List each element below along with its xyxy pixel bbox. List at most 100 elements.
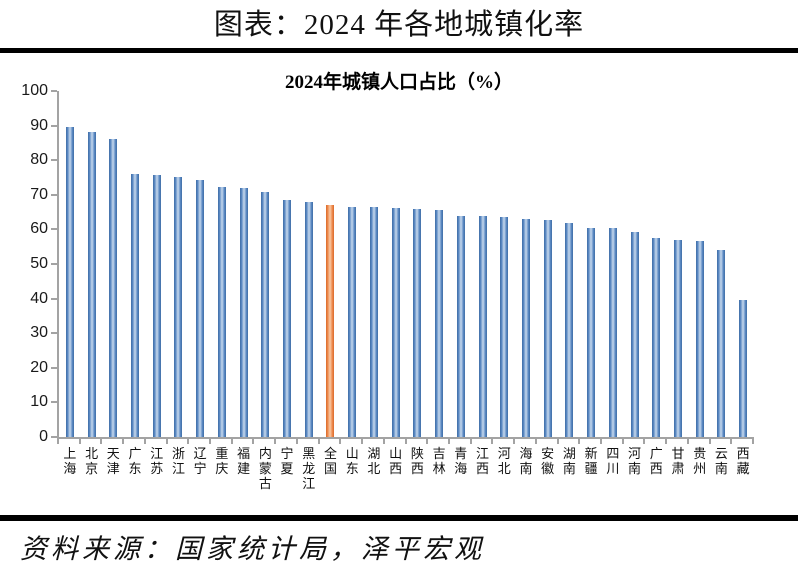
y-tick-label: 80 — [30, 151, 48, 169]
x-tick — [382, 439, 385, 444]
bar-河南 — [630, 232, 639, 437]
y-tick — [51, 90, 57, 92]
bar-slot — [472, 91, 494, 437]
x-tick-label: 云 南 — [714, 446, 728, 476]
x-tick — [57, 439, 59, 444]
bar-浙江 — [174, 176, 183, 437]
x-tick-label: 河 南 — [628, 446, 642, 476]
bar-slot — [407, 91, 429, 437]
x-tick-label: 湖 北 — [367, 446, 381, 476]
y-tick-label: 90 — [30, 116, 48, 134]
y-tick — [51, 159, 57, 162]
x-tick — [708, 439, 711, 444]
bar-陕西 — [413, 208, 422, 437]
x-tick-label: 浙 江 — [171, 446, 185, 476]
x-tick — [317, 439, 320, 444]
page-title: 图表：2024 年各地城镇化率 — [213, 9, 585, 41]
x-tick — [361, 439, 364, 444]
bar-slot — [81, 91, 103, 437]
bar-江苏 — [152, 175, 161, 437]
y-tick — [51, 332, 57, 335]
bar-福建 — [239, 188, 248, 437]
x-tick-label: 重 庆 — [215, 446, 229, 476]
x-tick-label: 江 西 — [476, 446, 490, 476]
y-tick-label: 70 — [30, 185, 48, 203]
y-tick-label: 20 — [30, 358, 48, 376]
y-tick-label: 0 — [39, 428, 48, 445]
bar-广东 — [131, 174, 140, 437]
bar-slot — [624, 91, 646, 437]
x-tick-label: 全 国 — [323, 446, 337, 476]
bar-内蒙古 — [261, 192, 270, 437]
bar-slot — [341, 91, 363, 437]
bar-slot — [298, 91, 320, 437]
bar-slot — [320, 91, 342, 437]
bar-slot — [189, 91, 211, 437]
x-tick-label: 上 海 — [63, 446, 77, 476]
y-axis-line — [57, 91, 59, 438]
x-tick — [513, 439, 516, 444]
x-tick — [187, 439, 190, 444]
y-tick-label: 50 — [30, 255, 48, 272]
x-tick — [643, 439, 646, 444]
bar-slot — [146, 91, 168, 437]
bar-湖南 — [565, 222, 574, 437]
bar-slot — [711, 91, 733, 437]
bar-广西 — [652, 237, 661, 437]
x-tick-label: 新 疆 — [584, 446, 598, 476]
bar-江西 — [478, 216, 487, 437]
bar-四川 — [608, 228, 617, 437]
y-tick — [51, 297, 57, 300]
x-tick — [621, 439, 624, 444]
bar-slot — [385, 91, 407, 437]
bar-slot — [450, 91, 472, 437]
x-tick-label: 吉 林 — [432, 446, 446, 476]
x-axis-labels: 上 海北 京天 津广 东江 苏浙 江辽 宁重 庆福 建内 蒙 古宁 夏黑 龙 江… — [59, 446, 754, 491]
x-tick — [534, 439, 537, 444]
bar-slot — [428, 91, 450, 437]
x-tick-label: 广 西 — [649, 446, 663, 476]
x-tick — [665, 439, 668, 444]
y-tick — [51, 401, 57, 404]
top-divider-line — [0, 48, 798, 53]
x-axis-line — [57, 437, 754, 439]
x-tick-label: 青 海 — [454, 446, 468, 476]
y-tick — [51, 193, 57, 196]
bar-重庆 — [217, 186, 226, 437]
source-note: 资料来源：国家统计局，泽平宏观 — [20, 534, 485, 564]
x-tick — [230, 439, 233, 444]
x-tick-label: 陕 西 — [410, 446, 424, 476]
bar-slot — [493, 91, 515, 437]
x-tick — [556, 439, 559, 444]
y-tick — [51, 366, 57, 369]
x-tick-label: 内 蒙 古 — [258, 446, 272, 491]
bar-slot — [124, 91, 146, 437]
x-tick-label: 贵 州 — [693, 446, 707, 476]
x-tick — [295, 439, 298, 444]
y-tick-label: 60 — [30, 220, 48, 238]
x-tick — [491, 439, 494, 444]
bar-海南 — [521, 219, 530, 437]
bar-北京 — [87, 131, 96, 437]
chart-title: 2024年城镇人口占比（%） — [284, 72, 513, 93]
x-tick-label: 四 川 — [606, 446, 620, 476]
bar-slot — [276, 91, 298, 437]
x-tick — [752, 439, 755, 444]
x-tick-label: 湖 南 — [562, 446, 576, 476]
x-tick-label: 安 徽 — [541, 446, 555, 476]
x-tick-label: 甘 肃 — [671, 446, 685, 476]
bar-黑龙江 — [304, 202, 313, 437]
bar-山西 — [391, 207, 400, 437]
y-tick-label: 30 — [30, 324, 48, 342]
bar-全国 — [326, 205, 335, 437]
bar-slot — [645, 91, 667, 437]
x-tick-label: 辽 宁 — [193, 446, 207, 476]
x-tick-label: 福 建 — [237, 446, 251, 476]
x-tick — [143, 439, 146, 444]
bar-slot — [211, 91, 233, 437]
y-tick — [51, 228, 57, 231]
bar-slot — [689, 91, 711, 437]
x-tick-label: 江 苏 — [150, 446, 164, 476]
bar-slot — [537, 91, 559, 437]
bar-slot — [602, 91, 624, 437]
